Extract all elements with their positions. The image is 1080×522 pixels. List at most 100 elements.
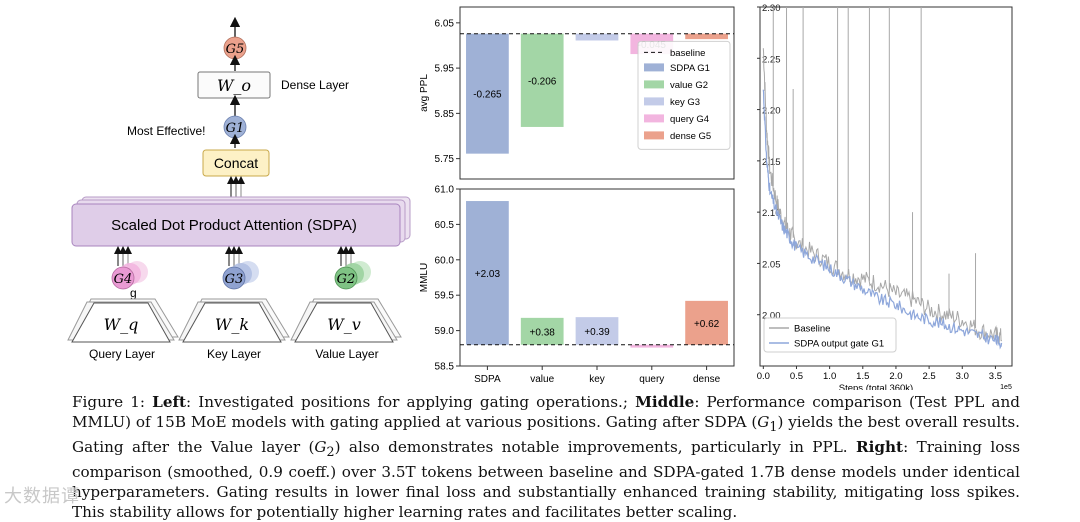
value-column: G2 W_v Value Layer	[290, 246, 402, 361]
dense-layer-label: Dense Layer	[281, 78, 349, 92]
legend-label: value G2	[670, 80, 708, 91]
x-tick-label-value: value	[530, 374, 554, 385]
caption-g2-sub: 2	[326, 444, 335, 460]
bar-label-value: +0.38	[530, 327, 556, 338]
caption-middle-head: Middle	[635, 393, 695, 411]
most-effective-label: Most Effective!	[127, 124, 205, 138]
x-tick-label-query: query	[639, 374, 664, 385]
legend-label: query G4	[670, 114, 709, 125]
gate-g4	[111, 266, 135, 290]
bar-label-SDPA: +2.03	[475, 269, 501, 280]
mmlu-bar-chart: 58.5 59.0 59.5 60.0 60.5 61.0 MMLU +2.03 SDPA +0.…	[419, 185, 735, 385]
y-tick-label: 2.30	[762, 3, 781, 14]
y-tick-label: 5.85	[435, 109, 455, 120]
y-tick-label: 2.25	[762, 54, 781, 65]
wk-label: W_k	[215, 315, 249, 334]
y-tick-label: 2.15	[762, 157, 781, 168]
caption-left-text: : Investigated positions for applying ga…	[186, 393, 636, 411]
bar-label-SDPA: -0.265	[473, 90, 502, 101]
x-tick-label: 1.0	[823, 371, 836, 382]
caption-left-head: Left	[152, 393, 187, 411]
sdpa-label: Scaled Dot Product Attention (SDPA)	[111, 217, 357, 234]
wq-label: W_q	[104, 315, 139, 334]
caption-g1-sub: 1	[769, 419, 778, 435]
plot-frame	[759, 6, 1013, 367]
bar-SDPA	[466, 33, 509, 154]
y-tick-label: 2.05	[762, 259, 781, 270]
wv-trapezoid	[294, 302, 394, 343]
bar-label-key: +0.39	[584, 327, 610, 338]
bar-dense	[685, 33, 728, 40]
legend-label: key G3	[670, 97, 700, 108]
x-tick-label: 0.0	[757, 371, 770, 382]
x-tick-label: 3.5	[989, 371, 1002, 382]
y-tick-label: 59.0	[435, 326, 455, 337]
caption-middle-text-1: : Performance comparison (Test PPL and M…	[72, 393, 1020, 431]
y-axis-label: MMLU	[419, 263, 430, 292]
gate-g2-label: G2	[337, 272, 356, 287]
y-tick-label: 5.95	[435, 64, 455, 75]
plot-frame	[459, 6, 735, 180]
wq-trapezoid	[71, 302, 171, 343]
watermark: 大数据谭	[4, 486, 80, 507]
y-tick-label: 5.75	[435, 154, 455, 165]
x-tick-label: 2.0	[889, 371, 902, 382]
x-tick-label-dense: dense	[693, 374, 721, 385]
wo-label: W_o	[217, 76, 251, 95]
wk-trapezoid	[182, 302, 282, 343]
caption-figure-label: Figure 1:	[72, 393, 146, 411]
caption-middle-text-2: ) yields the best overall results. Gatin…	[72, 413, 1020, 457]
g-extra-label: g	[130, 286, 137, 300]
gate-g1-label: G1	[226, 121, 245, 136]
legend-box	[763, 317, 897, 353]
legend-label: SDPA G1	[670, 63, 710, 74]
legend-label-gate: SDPA output gate G1	[794, 339, 884, 350]
y-axis-label: avg PPL	[419, 74, 430, 112]
gating-diagram: G5 W_o Dense Layer G1 Most Effective! Co…	[67, 16, 411, 361]
gate-g3	[222, 266, 246, 290]
bar-label-value: -0.206	[528, 76, 557, 87]
legend-label: baseline	[670, 48, 705, 59]
y-tick-label: 58.5	[435, 362, 455, 373]
concat-label: Concat	[214, 155, 258, 171]
y-tick-label: 61.0	[435, 185, 455, 196]
series-sdpa-gate-line	[762, 89, 1003, 350]
y-tick-label: 6.05	[435, 18, 455, 29]
bar-value	[520, 33, 564, 127]
bar-dense	[685, 300, 728, 345]
legend-swatch	[644, 131, 664, 140]
caption-right-text: : Training loss comparison (smoothed, 0.…	[72, 438, 1021, 522]
caption-g2: G	[314, 438, 327, 457]
value-layer-label: Value Layer	[315, 347, 378, 361]
query-layer-label: Query Layer	[89, 347, 155, 361]
y-tick-label: 60.0	[435, 255, 455, 266]
key-layer-label: Key Layer	[207, 347, 261, 361]
x-tick-label: 2.5	[922, 371, 935, 382]
x-tick-label: 3.0	[956, 371, 969, 382]
y-tick-label: 2.20	[762, 106, 781, 117]
key-column: G3 W_k Key Layer	[178, 246, 290, 361]
figure-caption: Figure 1: Left: Investigated positions f…	[72, 392, 1020, 522]
bar-value	[520, 317, 564, 345]
x-tick-label: 0.5	[790, 371, 803, 382]
gate-g3-label: G3	[225, 272, 244, 287]
y-tick-label: 60.5	[435, 220, 455, 231]
bar-query	[630, 344, 674, 348]
bar-label-dense: +0.62	[694, 319, 720, 330]
legend-swatch	[644, 97, 664, 106]
gate-g4-label: G4	[114, 272, 133, 287]
x-axis-label: Steps (total 360k)	[839, 383, 913, 390]
legend-swatch	[644, 80, 664, 89]
y-tick-label: 2.00	[762, 311, 781, 322]
gate-g5-label: G5	[226, 42, 245, 57]
x-tick-label-key: key	[589, 374, 605, 385]
x-tick-label-SDPA: SDPA	[474, 374, 501, 385]
legend-swatch	[644, 114, 664, 123]
y-tick-label: 2.10	[762, 208, 781, 219]
gate-g2	[334, 266, 358, 290]
legend-label-baseline: Baseline	[794, 324, 830, 335]
caption-right-head: Right	[856, 438, 904, 457]
figure-1: G5 W_o Dense Layer G1 Most Effective! Co…	[67, 3, 1013, 390]
loss-line-chart: 2.00 2.05 2.10 2.15 2.20 2.25 2.30 0.0 0.5 1.0 1.5…	[757, 3, 1013, 390]
